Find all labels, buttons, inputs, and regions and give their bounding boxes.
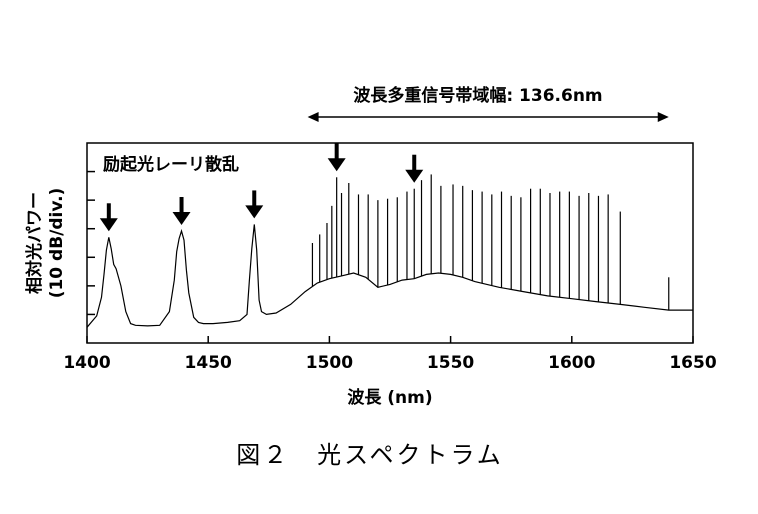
x-tick-label: 1500 [306,353,353,373]
peak-arrow [99,203,118,232]
x-tick-label: 1550 [427,353,474,373]
x-tick-label: 1450 [185,353,232,373]
spectrum-line [86,224,693,328]
peak-arrows [99,143,424,232]
signal-channel-lines [311,174,670,311]
x-tick-label: 1650 [669,353,716,373]
peak-arrow [172,197,191,225]
y-axis-ticks [87,170,95,316]
bandwidth-range-arrow [307,112,669,122]
peak-arrow [327,143,346,172]
peak-arrow [245,190,264,219]
x-axis-tick-labels: 1400 1450 1500 1550 1600 1650 [63,353,716,373]
x-tick-label: 1400 [63,353,110,373]
x-tick-label: 1600 [548,353,595,373]
rayleigh-annotation: 励起光レーリ散乱 [103,154,239,175]
bandwidth-annotation: 波長多重信号帯域幅: 136.6nm [353,85,602,106]
y-axis-title-line1: 相対光パワー [24,192,45,294]
x-axis-ticks [86,336,694,343]
y-axis-title-line2: (10 dB/div.) [47,188,67,299]
figure-caption: 図２ 光スペクトラム [236,441,504,469]
bandwidth-arrow-head-left [307,112,319,122]
peak-arrow [405,154,424,183]
bandwidth-arrow-head-right [657,112,669,122]
x-axis-title: 波長 (nm) [347,387,432,408]
plot-frame [86,142,694,344]
